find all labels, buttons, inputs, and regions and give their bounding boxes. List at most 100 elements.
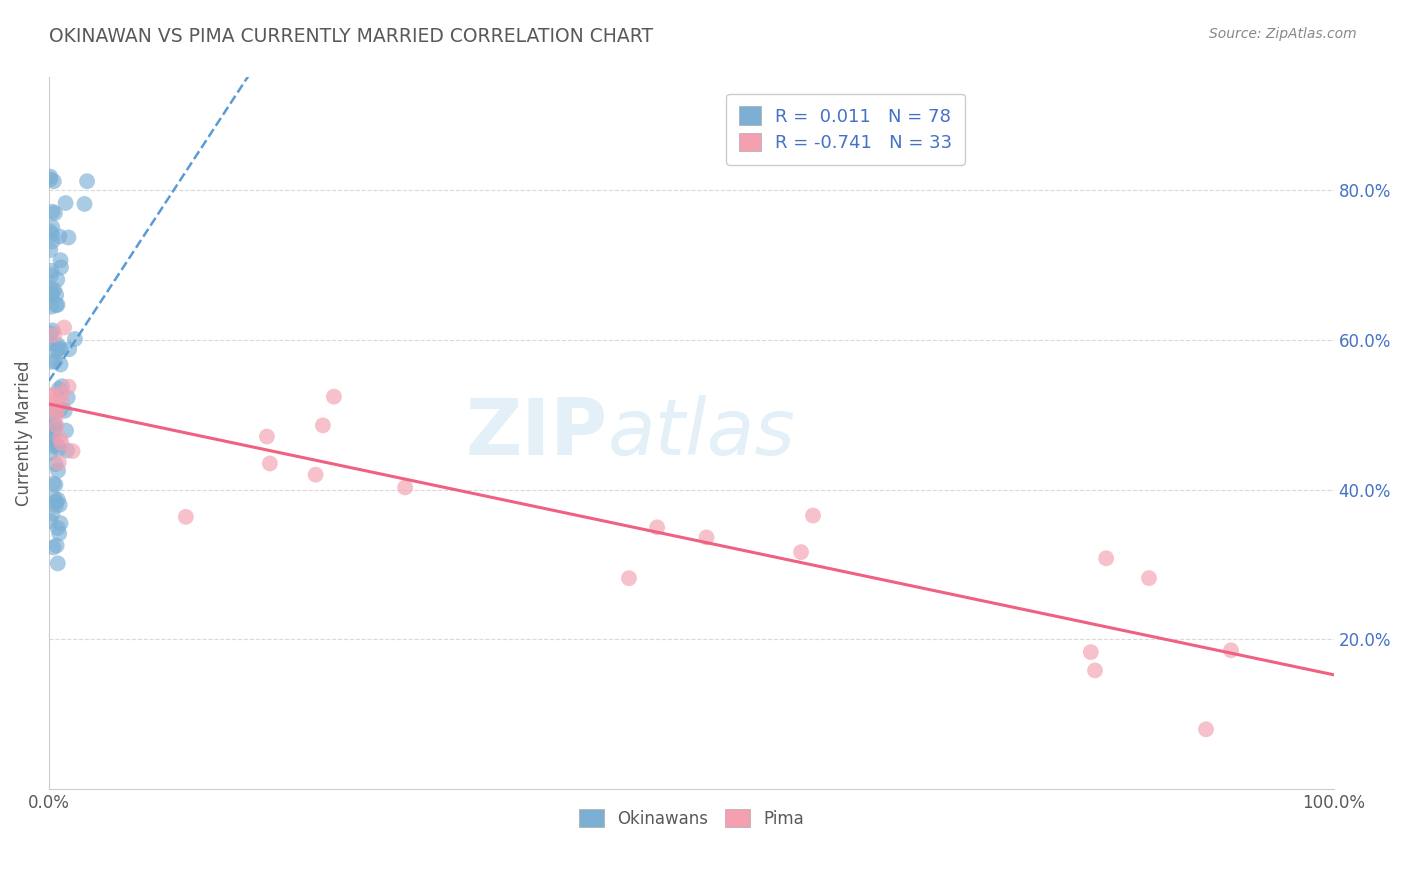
Point [39,300,62,314]
Point [44,418,66,433]
Point [41,286,63,301]
Point [58,343,80,357]
Point [1137,571,1160,585]
Point [53,404,76,418]
Point [39,389,62,403]
Point [45,288,67,302]
Point [44,477,66,491]
Point [46,464,69,478]
Point [39,169,62,184]
Point [695,530,717,544]
Point [1195,723,1218,737]
Point [42,418,65,433]
Point [42,541,65,555]
Point [39,172,62,186]
Text: ZIP: ZIP [465,395,607,471]
Point [45,402,67,417]
Point [645,520,668,534]
Point [55,196,77,211]
Point [42,432,65,446]
Point [73,197,96,211]
Point [45,539,67,553]
Point [44,206,66,220]
Point [48,498,70,512]
Point [45,344,67,359]
Text: atlas: atlas [607,395,796,471]
Point [48,431,70,445]
Point [39,225,62,239]
Point [46,557,69,571]
Point [256,429,278,443]
Point [1084,664,1107,678]
Point [39,326,62,341]
Point [41,220,63,235]
Point [45,298,67,312]
Point [49,253,72,268]
Point [56,391,79,405]
Point [45,494,67,508]
Point [304,467,326,482]
Point [51,386,73,401]
Point [45,499,67,513]
Point [1080,645,1102,659]
Point [45,418,67,433]
Point [174,509,197,524]
Point [39,288,62,302]
Point [790,545,813,559]
Point [39,281,62,295]
Legend: Okinawans, Pima: Okinawans, Pima [572,803,810,834]
Point [41,204,63,219]
Point [55,424,77,438]
Point [46,521,69,535]
Point [46,492,69,507]
Point [44,328,66,343]
Point [49,402,72,417]
Point [62,444,84,458]
Point [46,272,69,286]
Point [49,516,72,531]
Point [48,442,70,456]
Point [51,379,73,393]
Point [48,382,70,396]
Point [49,260,72,275]
Point [42,323,65,337]
Point [51,394,73,409]
Point [39,434,62,448]
Point [76,174,98,188]
Point [45,402,67,417]
Point [42,439,65,453]
Point [41,235,63,249]
Point [58,379,80,393]
Point [56,443,79,458]
Point [46,438,69,452]
Y-axis label: Currently Married: Currently Married [15,360,32,506]
Point [42,425,65,440]
Point [39,335,62,350]
Point [42,406,65,420]
Point [53,320,76,334]
Point [46,337,69,351]
Point [39,446,62,460]
Point [312,418,335,433]
Point [42,476,65,491]
Point [45,457,67,471]
Point [1220,643,1243,657]
Point [42,491,65,505]
Point [51,436,73,450]
Point [42,174,65,188]
Point [41,388,63,402]
Point [49,358,72,372]
Point [44,354,66,368]
Point [58,230,80,244]
Point [41,507,63,521]
Point [39,514,62,528]
Point [42,408,65,422]
Point [801,508,824,523]
Point [45,408,67,422]
Point [63,332,86,346]
Point [41,227,63,242]
Point [41,264,63,278]
Point [44,283,66,297]
Point [322,390,344,404]
Point [46,298,69,312]
